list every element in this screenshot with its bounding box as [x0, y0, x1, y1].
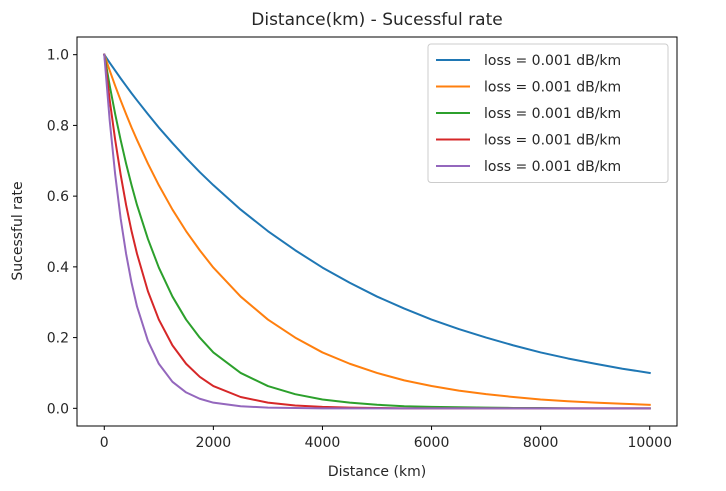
x-tick-label: 0: [100, 435, 109, 451]
legend-box: [427, 43, 669, 183]
y-tick-label: 0.6: [47, 189, 69, 205]
x-tick-label: 6000: [414, 435, 450, 451]
legend-label-2: loss = 0.001 dB/km: [484, 80, 621, 96]
y-tick-label: 0.2: [47, 331, 69, 347]
y-tick-label: 0.4: [47, 260, 69, 276]
plot-frame: [76, 36, 678, 427]
chart-title: Distance(km) - Sucessful rate: [251, 10, 502, 30]
y-axis: 0.0 0.2 0.4 0.6 0.8 1.0: [47, 48, 77, 417]
x-tick-label: 2000: [196, 435, 232, 451]
y-axis-label: Sucessful rate: [10, 181, 26, 280]
x-tick-label: 8000: [523, 435, 559, 451]
series-line-5: [103, 53, 651, 410]
legend-label-5: loss = 0.001 dB/km: [484, 159, 621, 175]
legend: loss = 0.001 dB/km loss = 0.001 dB/km loss…: [427, 43, 669, 183]
legend-label-1: loss = 0.001 dB/km: [484, 53, 621, 69]
series-layer: [102, 53, 651, 410]
y-tick-label: 0.8: [47, 118, 69, 134]
x-tick-label: 4000: [305, 435, 341, 451]
x-tick-label: 10000: [627, 435, 672, 451]
x-axis: 0 2000 4000 6000 8000 10000: [100, 426, 672, 451]
y-tick-label: 1.0: [47, 48, 69, 64]
legend-label-3: loss = 0.001 dB/km: [484, 106, 621, 122]
y-tick-label: 0.0: [47, 401, 69, 417]
x-axis-label: Distance (km): [328, 464, 426, 480]
legend-label-4: loss = 0.001 dB/km: [484, 133, 621, 149]
series-line-2: [102, 53, 651, 406]
series-line-1: [102, 53, 651, 375]
